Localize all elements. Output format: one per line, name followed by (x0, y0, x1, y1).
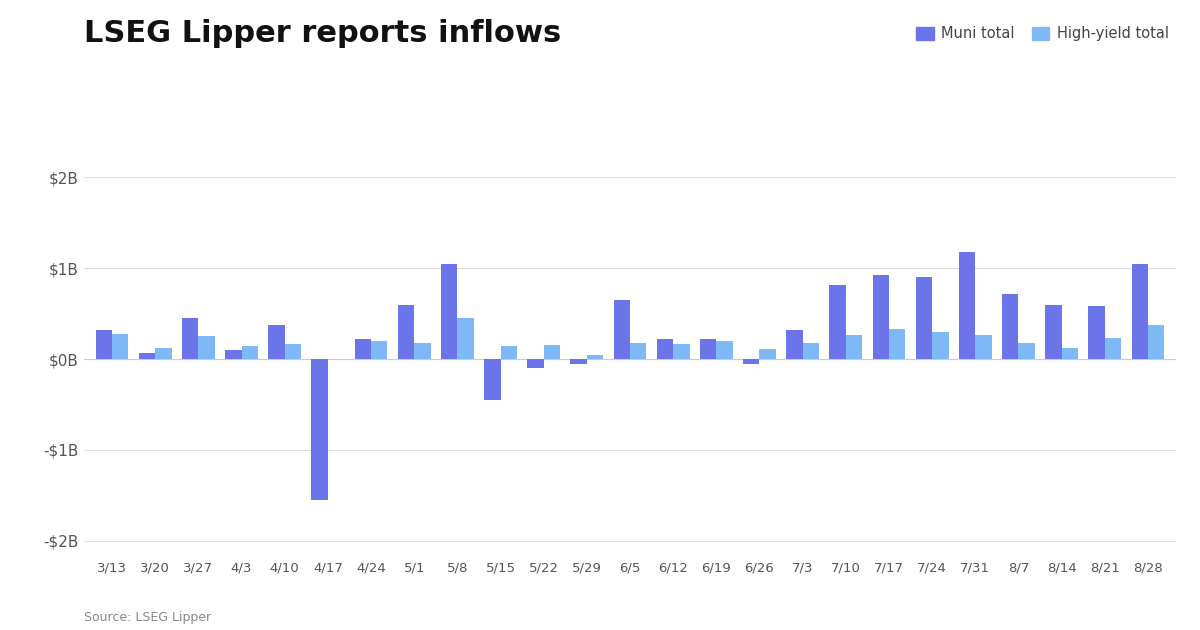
Bar (355, 339, 371, 359)
Text: LSEG Lipper reports inflows: LSEG Lipper reports inflows (84, 19, 562, 48)
Bar (182, 318, 198, 359)
Bar (440, 264, 457, 359)
Bar (226, 350, 241, 359)
Bar (198, 336, 215, 359)
Bar (139, 353, 155, 359)
Bar (1132, 264, 1148, 359)
Bar (743, 359, 760, 364)
Bar (829, 285, 846, 359)
Bar (613, 300, 630, 359)
Bar (932, 332, 948, 359)
Bar (500, 346, 517, 359)
Bar (1019, 343, 1034, 359)
Bar (1045, 304, 1062, 359)
Bar (656, 339, 673, 359)
Bar (312, 359, 328, 500)
Bar (786, 330, 803, 359)
Bar (397, 304, 414, 359)
Bar (241, 346, 258, 359)
Bar (916, 277, 932, 359)
Bar (587, 355, 604, 359)
Bar (1105, 338, 1121, 359)
Bar (527, 359, 544, 368)
Bar (700, 339, 716, 359)
Bar (1148, 324, 1164, 359)
Bar (1002, 294, 1019, 359)
Text: Source: LSEG Lipper: Source: LSEG Lipper (84, 610, 211, 624)
Bar (570, 359, 587, 364)
Bar (269, 324, 284, 359)
Bar (1062, 348, 1078, 359)
Bar (155, 348, 172, 359)
Bar (96, 330, 112, 359)
Bar (284, 343, 301, 359)
Bar (889, 329, 905, 359)
Bar (484, 359, 500, 400)
Bar (803, 343, 820, 359)
Bar (846, 335, 863, 359)
Bar (976, 335, 991, 359)
Bar (457, 318, 474, 359)
Bar (716, 341, 733, 359)
Bar (371, 341, 388, 359)
Bar (112, 334, 128, 359)
Bar (673, 343, 690, 359)
Bar (630, 343, 647, 359)
Bar (872, 275, 889, 359)
Bar (414, 343, 431, 359)
Legend: Muni total, High-yield total: Muni total, High-yield total (916, 26, 1169, 41)
Bar (544, 345, 560, 359)
Bar (760, 349, 776, 359)
Bar (959, 252, 976, 359)
Bar (1088, 306, 1105, 359)
